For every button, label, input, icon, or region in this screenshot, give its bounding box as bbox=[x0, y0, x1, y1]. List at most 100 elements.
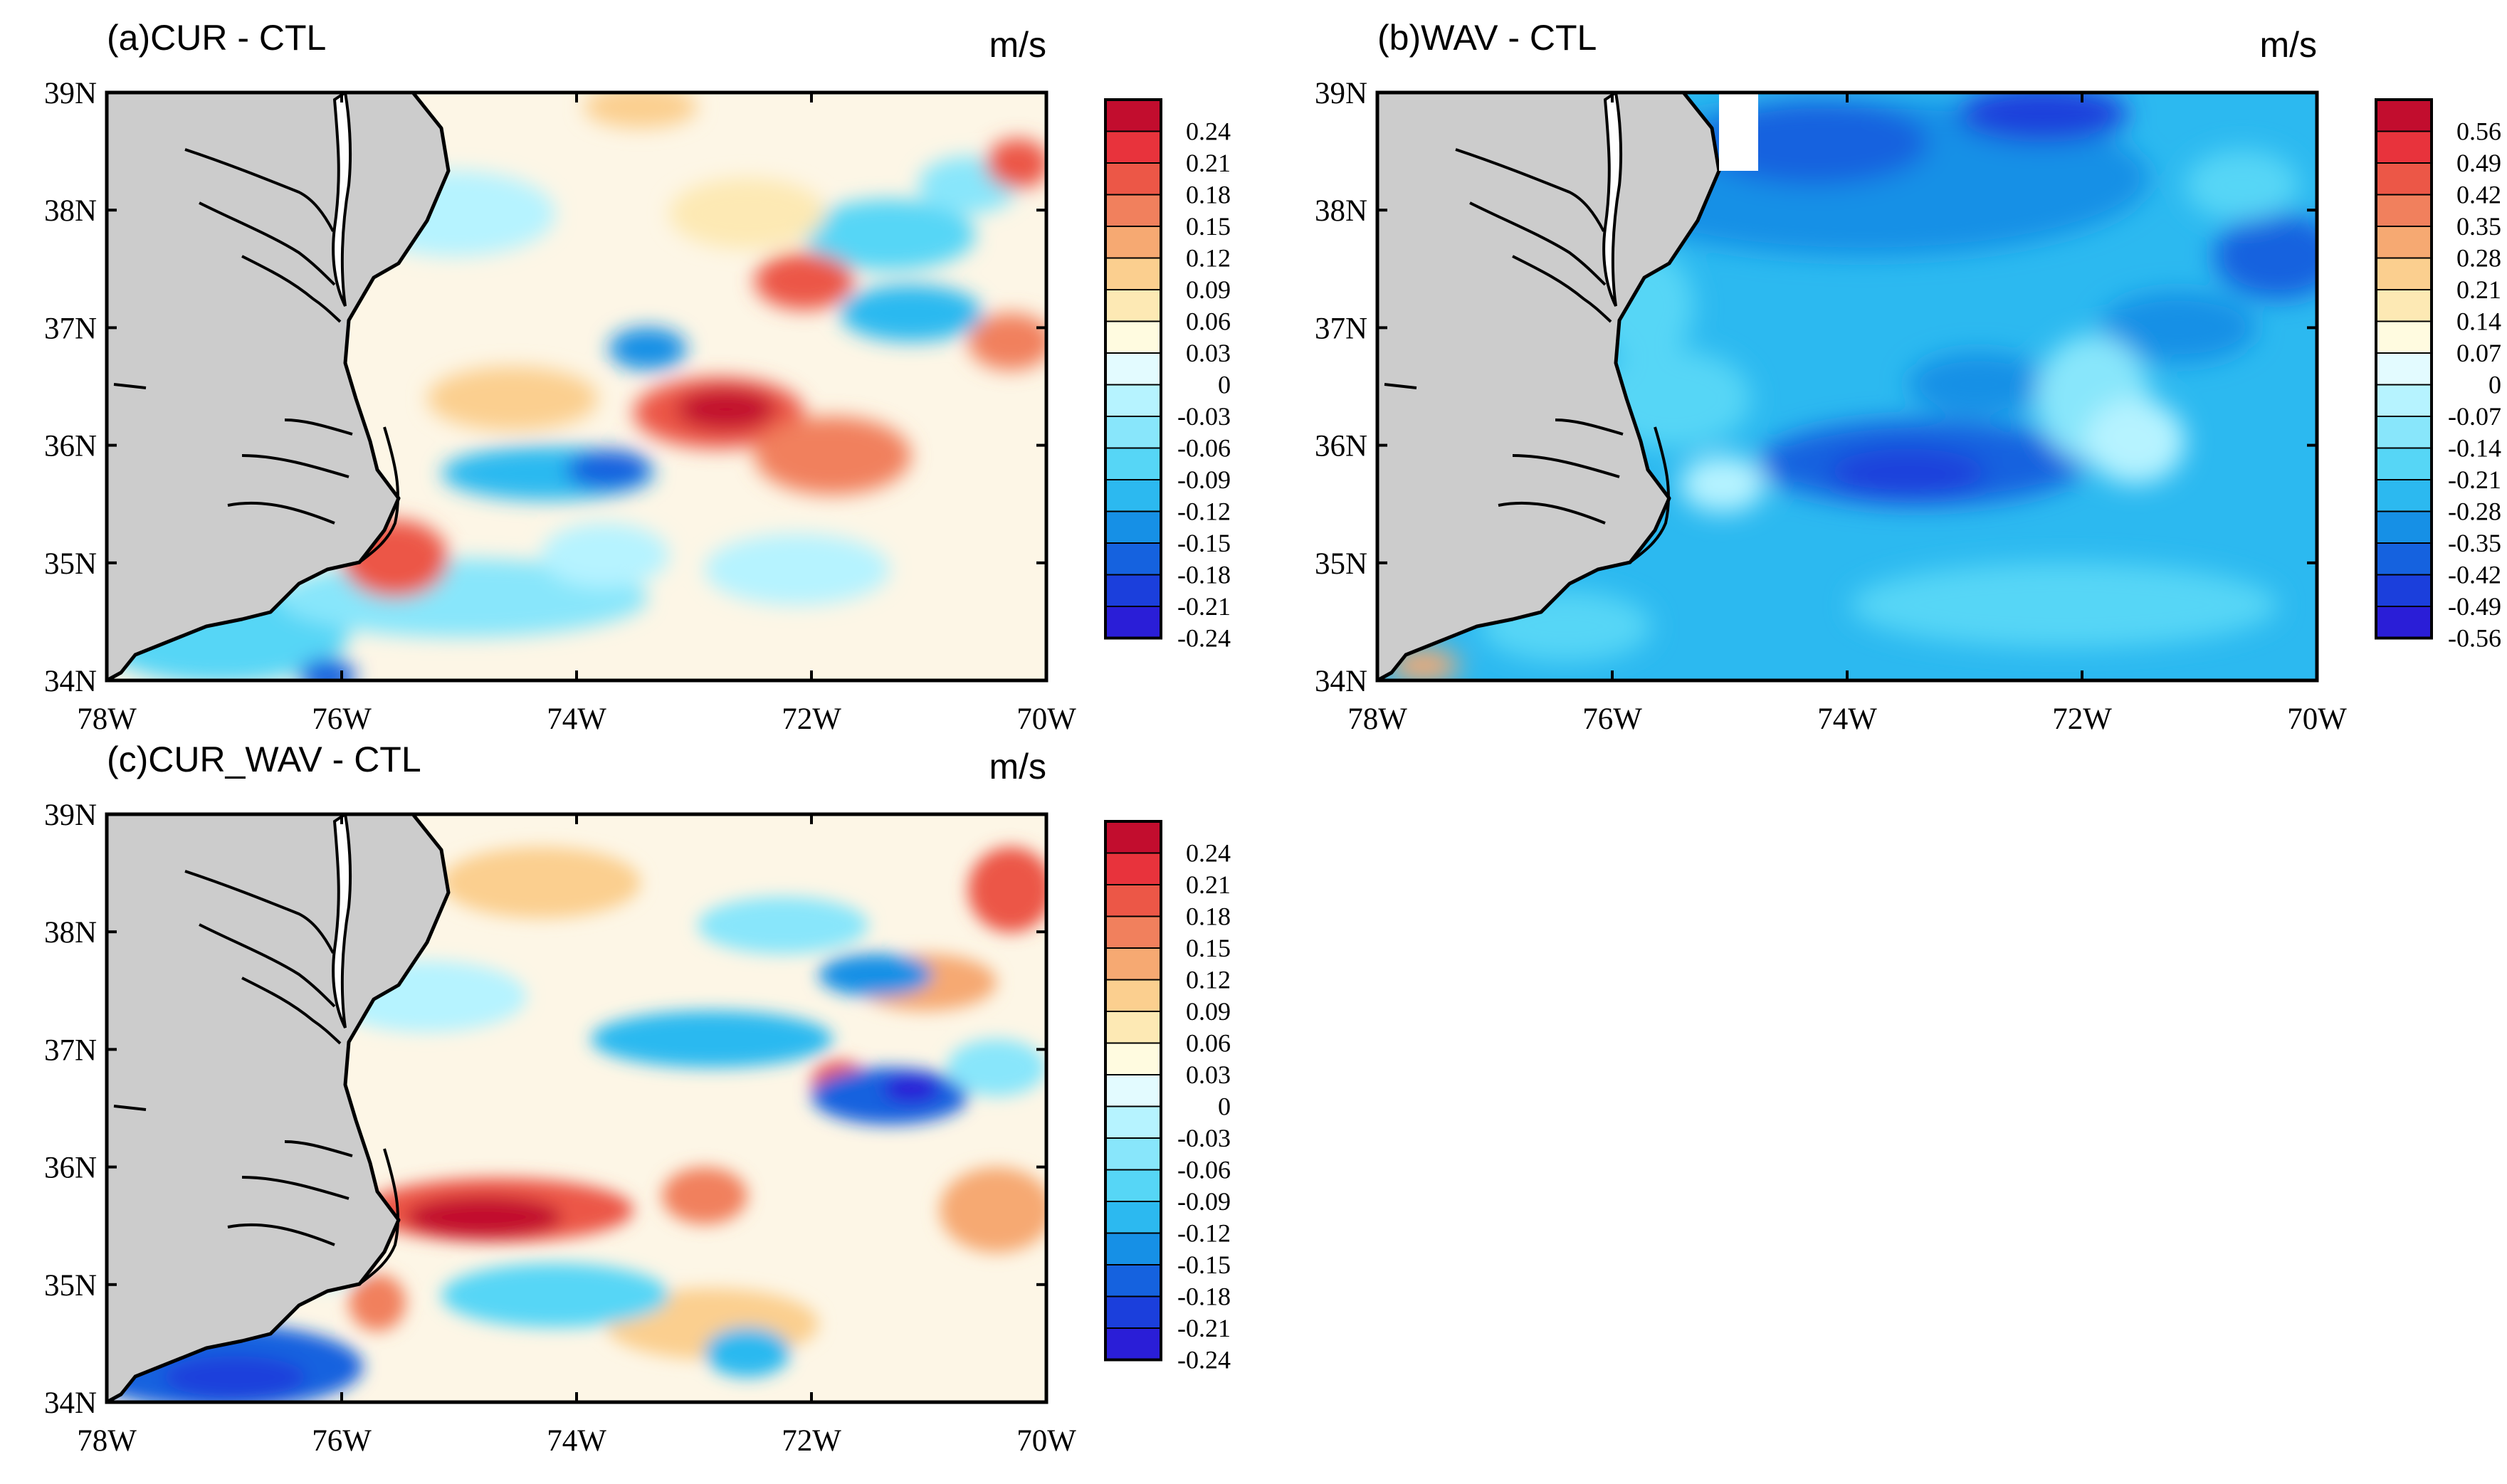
colorbar-swatch bbox=[2375, 384, 2432, 417]
panel-a: (a)CUR - CTL m/s bbox=[44, 18, 1231, 736]
colorbar-label: 0.49 bbox=[2456, 149, 2501, 177]
y-tick-label: 39N bbox=[1315, 77, 1367, 110]
x-tick-label: 74W bbox=[547, 702, 606, 736]
colorbar-swatch bbox=[2375, 606, 2432, 639]
panel-b-cool-patch bbox=[2100, 292, 2256, 363]
colorbar-label: 0.24 bbox=[1186, 839, 1231, 868]
colorbar-label: 0.42 bbox=[2456, 181, 2501, 209]
panel-c-warm-patch bbox=[349, 1274, 406, 1331]
panel-c-cool-patch bbox=[441, 1263, 669, 1327]
colorbar-label: -0.14 bbox=[2448, 434, 2501, 463]
panel-c-field bbox=[107, 814, 1046, 1402]
colorbar-swatch bbox=[1105, 257, 1162, 290]
colorbar-swatch bbox=[2375, 479, 2432, 512]
colorbar-swatch bbox=[2375, 226, 2432, 259]
panel-b-cool-patch bbox=[2214, 214, 2317, 299]
x-tick-label: 74W bbox=[547, 1424, 606, 1458]
panel-b-missing-data bbox=[1719, 93, 1758, 171]
y-tick-label: 37N bbox=[44, 312, 97, 345]
y-tick-label: 35N bbox=[44, 1269, 97, 1303]
panel-b-barrier-island bbox=[1629, 426, 1670, 564]
colorbar-label: -0.56 bbox=[2448, 624, 2501, 653]
panel-a-cool-patch bbox=[840, 285, 982, 342]
colorbar-swatch bbox=[2375, 416, 2432, 449]
panel-a-river bbox=[241, 255, 342, 323]
panel-c-river bbox=[227, 1223, 335, 1246]
panel-a-warm-patch bbox=[584, 93, 698, 128]
panel-a-warm-patch bbox=[968, 313, 1046, 370]
panel-b-colorbar: 0.56 0.49 0.42 0.35 0.280.21 0.14 0.07 0 -0.07 -0… bbox=[2375, 98, 2501, 653]
x-tick-label: 72W bbox=[782, 1424, 841, 1458]
colorbar-label: -0.21 bbox=[1177, 592, 1231, 621]
colorbar-label: 0.56 bbox=[2456, 117, 2501, 146]
colorbar-label: 0.12 bbox=[1186, 244, 1231, 273]
y-tick-label: 38N bbox=[44, 916, 97, 949]
x-tick-label: 70W bbox=[1016, 1424, 1076, 1458]
colorbar-swatch bbox=[1105, 1232, 1162, 1265]
panel-a-axes: 78W 76W 74W 72W 70W 39N 38N 37N 36N 35N 34N bbox=[44, 77, 1076, 736]
panel-a-river bbox=[284, 419, 353, 436]
panel-a-river bbox=[199, 201, 336, 286]
panel-b-units: m/s bbox=[2259, 25, 2317, 65]
panel-a-field bbox=[107, 93, 1046, 680]
colorbar-label: -0.03 bbox=[1177, 1124, 1231, 1152]
y-tick-label: 38N bbox=[1315, 194, 1367, 228]
y-tick-label: 34N bbox=[1315, 665, 1367, 698]
colorbar-swatch bbox=[1105, 1295, 1162, 1329]
y-tick-label: 36N bbox=[1315, 430, 1367, 463]
panel-a-cool-patch bbox=[566, 450, 651, 490]
panel-b-river bbox=[1384, 383, 1417, 389]
colorbar-swatch bbox=[1105, 606, 1162, 639]
panel-b: (b)WAV - CTL m/s bbox=[1315, 18, 2501, 736]
panel-c-river bbox=[199, 923, 336, 1008]
panel-c-warm-patch bbox=[940, 1167, 1046, 1253]
colorbar-swatch bbox=[2375, 542, 2432, 576]
colorbar-swatch bbox=[2375, 257, 2432, 290]
x-tick-label: 76W bbox=[1582, 702, 1642, 736]
panel-c: (c)CUR_WAV - CTL m/s bbox=[44, 740, 1231, 1458]
panel-c-units: m/s bbox=[989, 747, 1046, 786]
y-tick-label: 37N bbox=[1315, 312, 1367, 345]
x-tick-label: 74W bbox=[1817, 702, 1877, 736]
x-tick-label: 78W bbox=[77, 1424, 137, 1458]
panel-c-cool-patch bbox=[819, 954, 932, 996]
panel-c-cool-patch bbox=[705, 1327, 790, 1377]
colorbar-label: -0.12 bbox=[1177, 1219, 1231, 1248]
panel-a-warm-patch bbox=[427, 367, 598, 431]
panel-a-units: m/s bbox=[989, 25, 1046, 65]
y-tick-label: 38N bbox=[44, 194, 97, 228]
colorbar-swatch bbox=[1105, 821, 1162, 854]
colorbar-label: 0.15 bbox=[1186, 212, 1231, 241]
colorbar-label: -0.18 bbox=[1177, 561, 1231, 589]
colorbar-label: 0.18 bbox=[1186, 181, 1231, 209]
colorbar-label: -0.03 bbox=[1177, 402, 1231, 431]
colorbar-label: -0.15 bbox=[1177, 529, 1231, 557]
panel-b-field bbox=[1377, 93, 2317, 680]
colorbar-swatch bbox=[2375, 130, 2432, 164]
x-tick-label: 78W bbox=[1347, 702, 1407, 736]
panel-a-estuary bbox=[332, 93, 352, 307]
colorbar-swatch bbox=[2375, 447, 2432, 480]
panel-c-river bbox=[241, 1176, 349, 1200]
colorbar-label: 0.06 bbox=[1186, 307, 1231, 336]
panel-a-barrier-island bbox=[358, 426, 399, 564]
colorbar-swatch bbox=[2375, 289, 2432, 322]
colorbar-label: -0.12 bbox=[1177, 498, 1231, 526]
colorbar-swatch bbox=[1105, 416, 1162, 449]
colorbar-label: -0.21 bbox=[2448, 465, 2501, 494]
panel-a-warm-patch bbox=[986, 139, 1046, 189]
x-tick-label: 72W bbox=[2052, 702, 2112, 736]
colorbar-label: 0.09 bbox=[1186, 275, 1231, 304]
panel-a-cool-patch bbox=[299, 658, 356, 680]
x-tick-label: 76W bbox=[312, 702, 372, 736]
panel-c-river bbox=[284, 1140, 353, 1157]
panel-c-river bbox=[184, 870, 335, 954]
colorbar-swatch bbox=[2375, 320, 2432, 354]
colorbar-swatch bbox=[1105, 1105, 1162, 1139]
colorbar-label: -0.09 bbox=[1177, 1187, 1231, 1216]
colorbar-label: -0.24 bbox=[1177, 1346, 1231, 1374]
colorbar-label: 0 bbox=[2488, 371, 2501, 399]
panel-b-cool-patch bbox=[2086, 399, 2185, 484]
colorbar-label: 0.15 bbox=[1186, 934, 1231, 962]
